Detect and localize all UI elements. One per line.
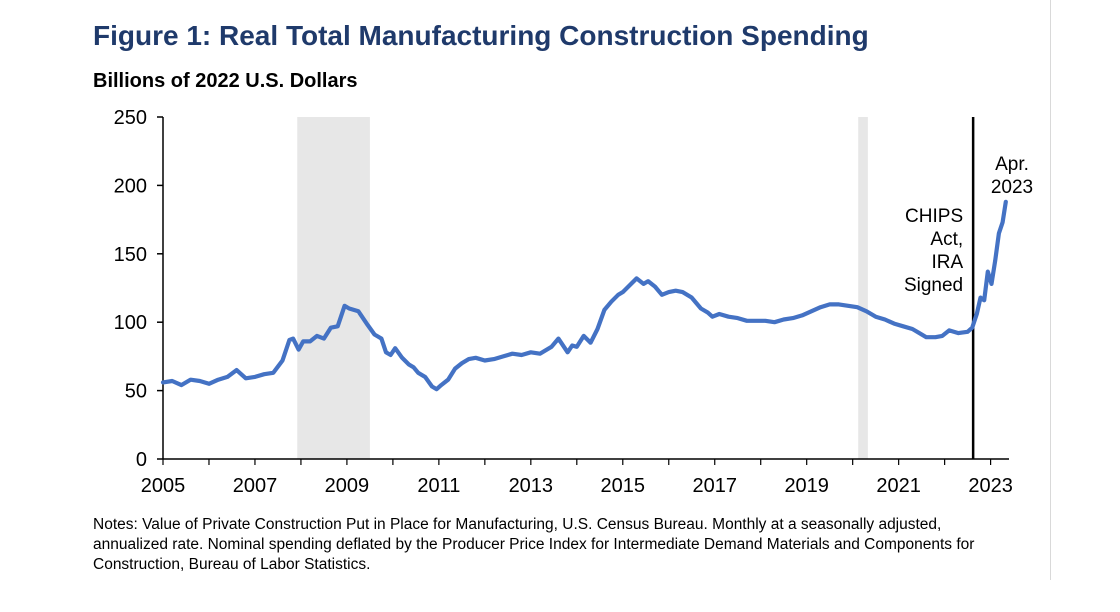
y-tick-label: 250 [114,107,147,129]
y-tick-label: 100 [114,312,147,334]
recession-band-0 [297,117,370,459]
x-tick-label: 2023 [968,475,1013,497]
series-group [160,199,1008,392]
series-line-0 [160,199,1008,392]
frame-divider [1050,0,1051,580]
y-tick-label: 50 [125,381,147,403]
y-axis: 0 50 100 150 200 250 [114,107,164,471]
annotation-chips-label: Signed [904,275,963,296]
annotation-latest-label: 2023 [991,177,1033,198]
annotation-chips-label: IRA [931,252,963,273]
x-tick-label: 2005 [141,475,186,497]
x-tick-label: 2007 [233,475,278,497]
chart-notes: Notes: Value of Private Construction Put… [93,516,975,573]
y-tick-label: 150 [114,244,147,266]
x-tick-label: 2011 [417,475,460,497]
x-axis: 2005 2007 2009 2011 2013 2015 2017 2019 2021 2023 [141,458,1013,497]
chart-title: Figure 1: Real Total Manufacturing Const… [93,20,869,51]
x-tick-label: 2021 [876,475,921,497]
annotation-chips-label: CHIPS [905,206,963,227]
x-tick-label: 2015 [601,475,646,497]
x-tick-label: 2009 [325,475,370,497]
annotation-chips-label: Act, [930,229,963,250]
annotation-latest-label: Apr. [995,154,1029,175]
y-tick-label: 0 [136,449,147,471]
x-tick-label: 2019 [784,475,829,497]
x-tick-label: 2017 [692,475,737,497]
y-tick-label: 200 [114,175,147,197]
y-axis-label: Billions of 2022 U.S. Dollars [93,70,358,92]
recession-shading-group [297,117,868,459]
x-tick-label: 2013 [509,475,554,497]
recession-band-1 [858,117,868,459]
